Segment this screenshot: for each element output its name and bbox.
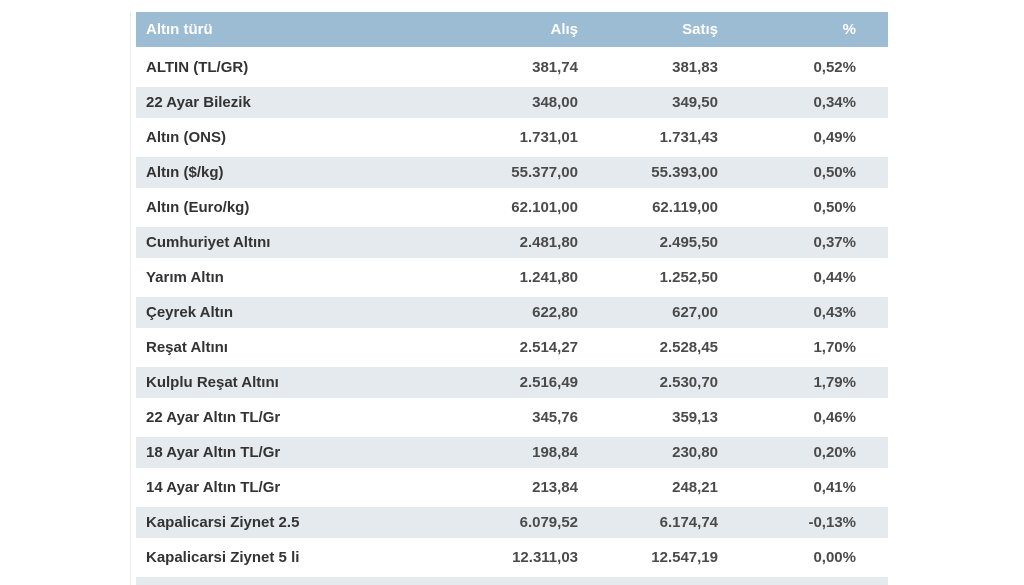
table-row: Çeyrek Altın 622,80 627,00 0,43% xyxy=(136,297,888,328)
gold-type-cell: Kulplu Reşat Altını xyxy=(146,374,279,391)
gold-type-cell: Yarım Altın xyxy=(146,269,224,286)
table-row: 18 Ayar Altın TL/Gr 198,84 230,80 0,20% xyxy=(136,437,888,468)
sell-price-cell: 12.547,19 xyxy=(651,549,718,566)
sell-price-cell: 381,83 xyxy=(672,59,718,76)
buy-price-cell: 2.514,27 xyxy=(519,339,578,356)
table-row: Kapalicarsi Ziynet 5 li 12.311,03 12.547,1… xyxy=(136,542,888,573)
column-header-buy: Alış xyxy=(550,21,578,38)
buy-price-cell: 2.481,80 xyxy=(519,234,578,251)
gold-type-cell: Reşat Altını xyxy=(146,339,228,356)
sell-price-cell: 349,50 xyxy=(672,94,718,111)
table-row: Kulplu Reşat Altını 2.516,49 2.530,70 1,79% xyxy=(136,367,888,398)
table-row: Cumhuriyet Altını 2.481,80 2.495,50 0,37% xyxy=(136,227,888,258)
gold-type-cell: 22 Ayar Bilezik xyxy=(146,94,251,111)
sell-price-cell: 627,00 xyxy=(672,304,718,321)
change-percent-cell: 0,49% xyxy=(813,129,856,146)
buy-price-cell: 345,76 xyxy=(532,409,578,426)
table-row: 22 Ayar Bilezik 348,00 349,50 0,34% xyxy=(136,87,888,118)
gold-prices-widget: Altın türü Alış Satış % ALTIN (TL/GR) 381… xyxy=(130,12,888,585)
change-percent-cell: 0,52% xyxy=(813,59,856,76)
gold-type-cell: Kapalicarsi Ziynet 5 li xyxy=(146,549,300,566)
table-row: 22 Ayar Altın TL/Gr 345,76 359,13 0,46% xyxy=(136,402,888,433)
change-percent-cell: 0,50% xyxy=(813,199,856,216)
change-percent-cell: -0,13% xyxy=(808,514,856,531)
column-header-sell: Satış xyxy=(682,21,718,38)
change-percent-cell: 0,46% xyxy=(813,409,856,426)
gold-type-cell: Kapalicarsi Ziynet 2.5 xyxy=(146,514,300,531)
gold-prices-table: Altın türü Alış Satış % ALTIN (TL/GR) 381… xyxy=(136,12,888,585)
buy-price-cell: 62.101,00 xyxy=(511,199,578,216)
buy-price-cell: 213,84 xyxy=(532,479,578,496)
table-row: ALTIN (TL/GR) 381,74 381,83 0,52% xyxy=(136,52,888,83)
gold-type-cell: 14 Ayar Altın TL/Gr xyxy=(146,479,281,496)
table-row: Altın ($/kg) 55.377,00 55.393,00 0,50% xyxy=(136,157,888,188)
buy-price-cell: 2.516,49 xyxy=(519,374,578,391)
buy-price-cell: 622,80 xyxy=(532,304,578,321)
sell-price-cell: 2.495,50 xyxy=(659,234,718,251)
sell-price-cell: 55.393,00 xyxy=(651,164,718,181)
change-percent-cell: 0,43% xyxy=(813,304,856,321)
change-percent-cell: 0,20% xyxy=(813,444,856,461)
sell-price-cell: 6.174,74 xyxy=(659,514,718,531)
change-percent-cell: 0,34% xyxy=(813,94,856,111)
gold-type-cell: ALTIN (TL/GR) xyxy=(146,59,249,76)
change-percent-cell: 0,44% xyxy=(813,269,856,286)
gold-type-cell: Altın ($/kg) xyxy=(146,164,224,181)
buy-price-cell: 55.377,00 xyxy=(511,164,578,181)
change-percent-cell: 0,41% xyxy=(813,479,856,496)
gold-type-cell: 18 Ayar Altın TL/Gr xyxy=(146,444,281,461)
table-header-row: Altın türü Alış Satış % xyxy=(136,12,888,47)
column-header-gold-type: Altın türü xyxy=(146,21,213,38)
sell-price-cell: 2.528,45 xyxy=(659,339,718,356)
sell-price-cell: 2.530,70 xyxy=(659,374,718,391)
change-percent-cell: 1,70% xyxy=(813,339,856,356)
table-row: Reşat Altını 2.514,27 2.528,45 1,70% xyxy=(136,332,888,363)
table-row: Kapalicarsi Ziynet 2.5 6.079,52 6.174,74 -0… xyxy=(136,507,888,538)
sell-price-cell: 62.119,00 xyxy=(652,199,718,216)
buy-price-cell: 1.731,01 xyxy=(519,129,578,146)
table-row: Altın (Euro/kg) 62.101,00 62.119,00 0,50% xyxy=(136,192,888,223)
sell-price-cell: 230,80 xyxy=(672,444,718,461)
sell-price-cell: 1.731,43 xyxy=(659,129,718,146)
table-body: ALTIN (TL/GR) 381,74 381,83 0,52% 22 Ayar Bi… xyxy=(136,52,888,573)
gold-type-cell: Altın (ONS) xyxy=(146,129,226,146)
table-row-partial xyxy=(136,577,888,585)
table-row: 14 Ayar Altın TL/Gr 213,84 248,21 0,41% xyxy=(136,472,888,503)
sell-price-cell: 248,21 xyxy=(672,479,718,496)
gold-type-cell: 22 Ayar Altın TL/Gr xyxy=(146,409,281,426)
table-row: Altın (ONS) 1.731,01 1.731,43 0,49% xyxy=(136,122,888,153)
gold-type-cell: Cumhuriyet Altını xyxy=(146,234,271,251)
buy-price-cell: 198,84 xyxy=(532,444,578,461)
table-row: Yarım Altın 1.241,80 1.252,50 0,44% xyxy=(136,262,888,293)
change-percent-cell: 0,50% xyxy=(813,164,856,181)
change-percent-cell: 0,37% xyxy=(813,234,856,251)
gold-type-cell: Altın (Euro/kg) xyxy=(146,199,250,216)
sell-price-cell: 1.252,50 xyxy=(659,269,718,286)
column-header-percent: % xyxy=(842,21,856,38)
change-percent-cell: 1,79% xyxy=(813,374,856,391)
buy-price-cell: 12.311,03 xyxy=(512,549,578,566)
buy-price-cell: 381,74 xyxy=(532,59,578,76)
buy-price-cell: 6.079,52 xyxy=(519,514,578,531)
change-percent-cell: 0,00% xyxy=(813,549,856,566)
buy-price-cell: 1.241,80 xyxy=(519,269,578,286)
buy-price-cell: 348,00 xyxy=(532,94,578,111)
sell-price-cell: 359,13 xyxy=(672,409,718,426)
gold-type-cell: Çeyrek Altın xyxy=(146,304,233,321)
